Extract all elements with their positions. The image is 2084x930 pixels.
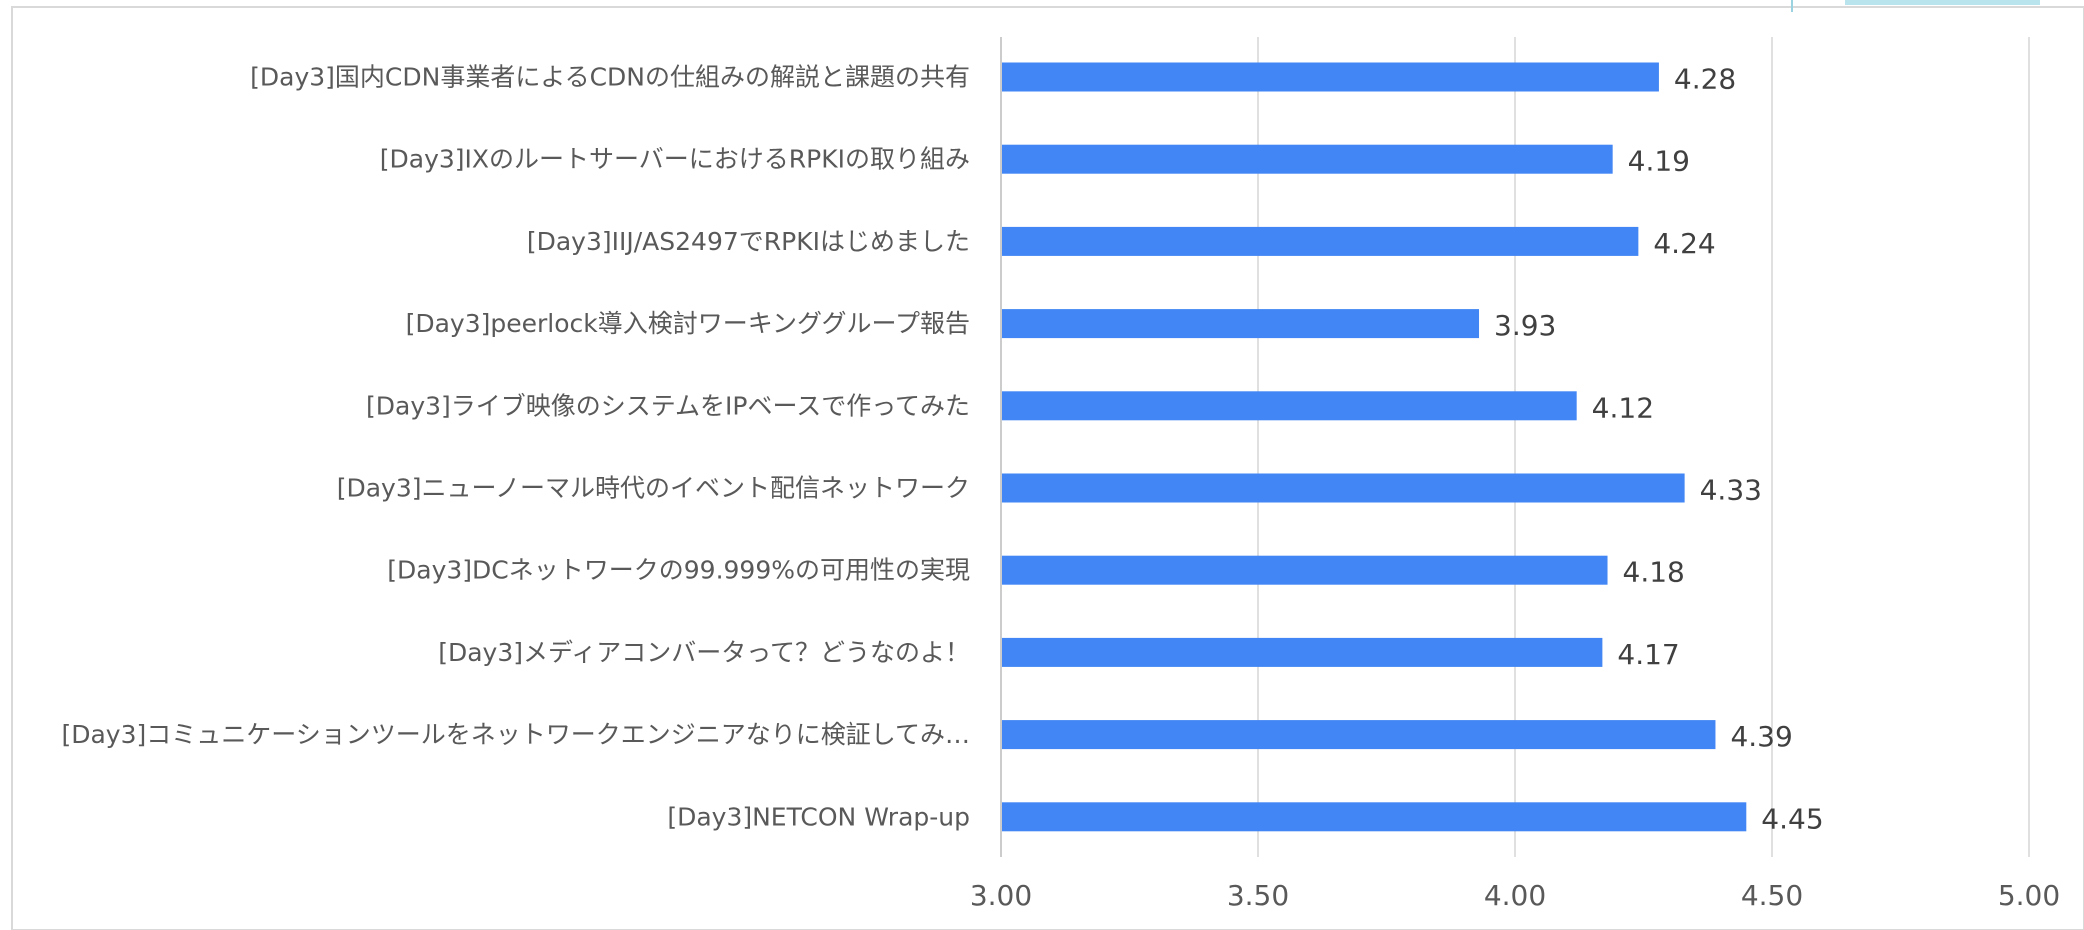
category-label: [Day3]NETCON Wrap-up [667,802,970,831]
bar [1002,802,1747,832]
value-label: 4.24 [1653,227,1715,260]
category-label: [Day3]DCネットワークの99.999%の可用性の実現 [387,556,970,585]
category-label: [Day3]ニューノーマル時代のイベント配信ネットワーク [337,474,970,503]
value-label: 4.19 [1628,145,1690,178]
category-label: [Day3]IXのルートサーバーにおけるRPKIの取り組み [380,145,970,174]
chart-corner-decoration [1791,0,2040,12]
value-label: 4.33 [1700,474,1762,507]
category-label: [Day3]ライブ映像のシステムをIPベースで作ってみた [366,391,970,420]
x-axis-tick-labels: 3.00 3.50 4.00 4.50 5.00 [970,879,2060,912]
x-tick-label: 5.00 [1998,879,2060,912]
bar [1002,391,1577,421]
category-label: [Day3]コミュニケーションツールをネットワークエンジニアなりに検証してみ… [61,720,970,749]
category-label: [Day3]IIJ/AS2497でRPKIはじめました [527,227,970,256]
bar [1002,555,1608,585]
value-label: 4.45 [1761,802,1823,835]
x-tick-label: 3.00 [970,879,1032,912]
chart-corner-tab [1845,0,2040,5]
value-label: 4.28 [1674,63,1736,96]
value-label: 4.39 [1730,720,1792,753]
category-label: [Day3]peerlock導入検討ワーキンググループ報告 [406,309,970,338]
bar [1002,226,1639,256]
category-labels: [Day3]国内CDN事業者によるCDNの仕組みの解説と課題の共有 [Day3]I… [61,63,970,832]
value-labels: 4.28 4.19 4.24 3.93 4.12 4.33 4.18 4.17 4.39 4.45 [1494,63,1824,836]
category-label: [Day3]メディアコンバータって？どうなのよ！ [438,638,970,667]
bar [1002,144,1613,174]
value-label: 4.18 [1623,556,1685,589]
bar [1002,637,1603,667]
bars-group [1002,62,1747,832]
x-tick-label: 4.50 [1741,879,1803,912]
x-tick-label: 3.50 [1227,879,1289,912]
value-label: 4.12 [1592,391,1654,424]
value-label: 3.93 [1494,309,1556,342]
x-tick-label: 4.00 [1484,879,1546,912]
bar [1002,309,1480,339]
bar [1002,720,1716,750]
bar [1002,473,1685,503]
bar [1002,62,1659,92]
category-label: [Day3]国内CDN事業者によるCDNの仕組みの解説と課題の共有 [250,63,970,92]
value-label: 4.17 [1617,638,1679,671]
